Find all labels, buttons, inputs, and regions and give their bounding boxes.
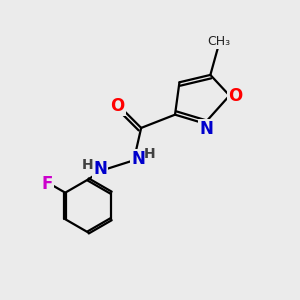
- Text: H: H: [82, 158, 93, 172]
- Text: H: H: [144, 147, 156, 161]
- Text: F: F: [42, 175, 53, 193]
- Text: N: N: [199, 120, 213, 138]
- Text: O: O: [110, 98, 125, 116]
- Text: CH₃: CH₃: [208, 35, 231, 48]
- Text: N: N: [93, 160, 107, 178]
- Text: N: N: [131, 150, 145, 168]
- Text: O: O: [228, 86, 242, 104]
